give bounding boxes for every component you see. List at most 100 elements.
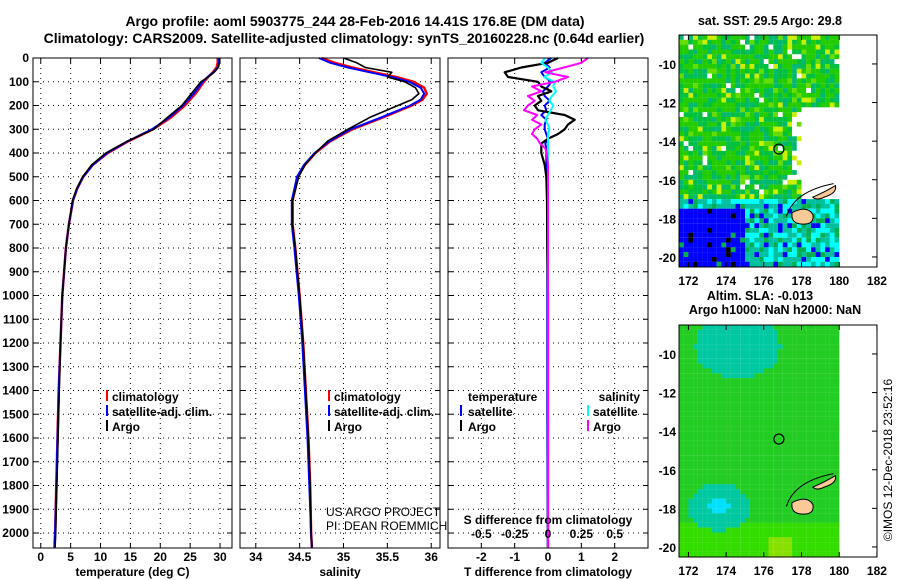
map-cell: [745, 334, 750, 340]
map-cell: [811, 223, 816, 229]
map-cell: [679, 102, 684, 108]
map-cell: [829, 88, 835, 93]
map-cell: [749, 445, 755, 451]
map-cell: [697, 102, 703, 108]
map-cell: [716, 92, 722, 98]
map-cell: [754, 131, 760, 137]
map-cell: [768, 213, 774, 219]
map-cell: [730, 136, 736, 142]
map-cell: [712, 421, 717, 427]
map-cell: [829, 416, 835, 422]
map-cell: [763, 68, 769, 74]
map-cell: [815, 44, 821, 50]
map-cell: [811, 64, 816, 69]
map-cell: [697, 218, 703, 224]
map-cell: [745, 344, 750, 350]
map-cell: [721, 542, 727, 547]
legend-label-argo: Argo: [334, 420, 362, 434]
map-cell: [763, 126, 769, 132]
map-cell: [726, 117, 731, 122]
map-cell: [782, 218, 788, 224]
map-cell: [702, 513, 708, 519]
map-cell: [801, 353, 807, 359]
map-cell: [721, 368, 727, 374]
map-cell: [730, 551, 736, 557]
map-cell: [768, 416, 774, 422]
map-cell: [763, 102, 769, 108]
map-cell: [688, 184, 694, 190]
map-cell: [712, 228, 717, 233]
map-cell: [829, 445, 835, 451]
legend-heading-salinity: salinity: [599, 390, 641, 404]
map-cell: [693, 102, 698, 108]
map-cell: [730, 368, 736, 374]
map-cell: [811, 107, 816, 113]
map-cell: [730, 387, 736, 393]
map-cell: [801, 112, 807, 118]
map-cell: [792, 121, 797, 127]
map-cell: [820, 257, 826, 262]
map-cell: [740, 228, 746, 233]
map-cell: [811, 170, 816, 175]
map-cell: [792, 160, 797, 166]
map-cell: [702, 107, 708, 113]
map-cell: [693, 373, 698, 379]
map-cell: [806, 460, 811, 465]
map-cell: [763, 155, 769, 161]
map-cell: [820, 102, 826, 108]
map-cell: [735, 503, 741, 509]
map-cell: [740, 421, 746, 427]
map-cell: [787, 92, 793, 98]
map-cell: [763, 455, 769, 461]
map-cell: [693, 49, 698, 55]
map-cell: [768, 493, 774, 499]
map-cell: [834, 189, 840, 195]
map-cell: [745, 426, 750, 432]
map-cell: [825, 59, 830, 64]
map-cell: [693, 334, 698, 340]
map-cell: [815, 368, 821, 374]
map-cell: [693, 150, 698, 156]
map-cell: [773, 237, 779, 243]
map-cell: [787, 460, 793, 465]
map-cell: [792, 155, 797, 161]
map-cell: [712, 150, 717, 156]
map-cell: [834, 35, 840, 40]
map-cell: [782, 136, 788, 142]
map-cell: [716, 252, 722, 257]
map-cell: [825, 460, 830, 465]
series-line-salinity-argo: [523, 57, 589, 548]
map-cell: [773, 78, 779, 84]
float-position-marker: [773, 143, 785, 155]
map-cell: [707, 126, 713, 132]
map-cell: [825, 165, 830, 171]
map-cell: [712, 112, 717, 118]
map-cell: [820, 223, 826, 229]
map-cell: [697, 397, 703, 403]
map-cell: [815, 208, 821, 214]
map-cell: [721, 527, 727, 533]
map-cell: [773, 68, 779, 74]
map-cell: [763, 141, 769, 147]
map-cell: [716, 199, 722, 204]
map-cell: [707, 68, 713, 74]
map-cell: [688, 160, 694, 166]
map-cell: [693, 522, 698, 528]
map-cell: [825, 474, 830, 480]
map-cell: [735, 513, 741, 519]
map-cell: [792, 416, 797, 422]
map-cell: [749, 421, 755, 427]
map-cell: [683, 44, 689, 50]
map-cell: [679, 232, 684, 238]
difference-legend: temperature satellite Argo salinity sate…: [460, 390, 640, 434]
map-cell: [716, 498, 722, 504]
map-cell: [787, 39, 793, 45]
map-cell: [759, 542, 764, 547]
map-cell: [787, 189, 793, 195]
map-cell: [763, 59, 769, 64]
map-cell: [730, 247, 736, 253]
map-cell: [679, 440, 684, 446]
map-cell: [787, 174, 793, 180]
map-cell: [811, 218, 816, 224]
map-cell: [730, 232, 736, 238]
